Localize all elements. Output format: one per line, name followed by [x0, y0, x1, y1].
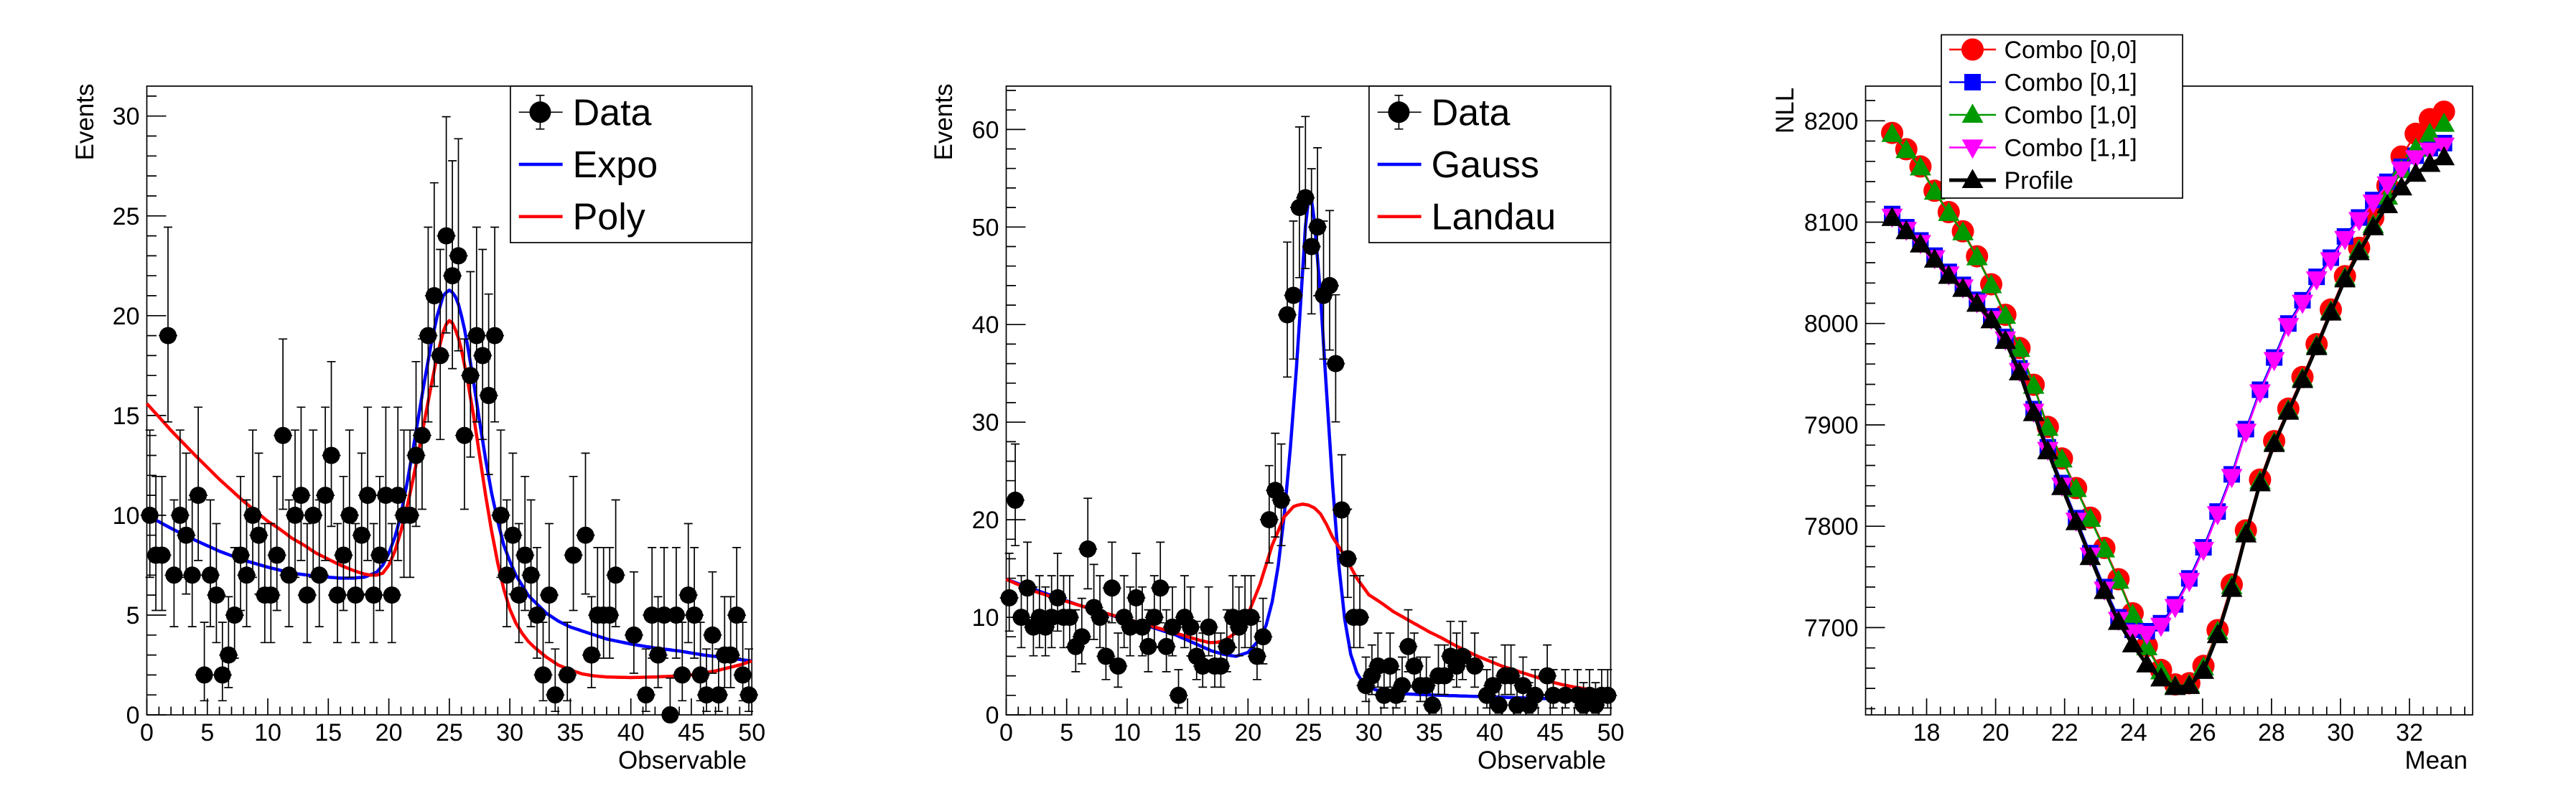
svg-text:Mean: Mean	[2404, 746, 2468, 774]
svg-text:50: 50	[1597, 719, 1625, 746]
svg-text:Events: Events	[71, 84, 99, 161]
svg-text:7900: 7900	[1804, 412, 1859, 439]
svg-text:30: 30	[496, 719, 523, 746]
svg-text:50: 50	[972, 214, 999, 241]
svg-text:18: 18	[1913, 719, 1941, 746]
svg-text:32: 32	[2396, 719, 2423, 746]
svg-text:30: 30	[1355, 719, 1383, 746]
svg-text:25: 25	[113, 203, 140, 230]
svg-text:Data: Data	[573, 92, 652, 134]
svg-text:0: 0	[126, 702, 140, 729]
svg-text:40: 40	[617, 719, 645, 746]
svg-text:15: 15	[1174, 719, 1201, 746]
svg-text:20: 20	[1982, 719, 2010, 746]
svg-text:8200: 8200	[1804, 108, 1859, 135]
svg-text:15: 15	[314, 719, 342, 746]
svg-text:Observable: Observable	[1478, 746, 1606, 774]
svg-text:10: 10	[1114, 719, 1141, 746]
svg-text:50: 50	[738, 719, 765, 746]
svg-text:Landau: Landau	[1432, 197, 1557, 238]
svg-text:5: 5	[1060, 719, 1073, 746]
svg-text:Gauss: Gauss	[1432, 144, 1539, 186]
svg-text:30: 30	[2327, 719, 2354, 746]
svg-text:20: 20	[375, 719, 403, 746]
svg-text:40: 40	[972, 312, 999, 339]
svg-text:Combo [0,0]: Combo [0,0]	[2005, 37, 2137, 64]
svg-text:60: 60	[972, 116, 999, 144]
svg-text:Poly: Poly	[573, 197, 645, 238]
svg-text:Expo: Expo	[573, 144, 658, 186]
svg-text:NLL: NLL	[1771, 88, 1799, 134]
svg-text:7800: 7800	[1804, 513, 1859, 540]
svg-text:25: 25	[1295, 719, 1322, 746]
svg-text:30: 30	[113, 103, 140, 131]
svg-text:5: 5	[126, 602, 140, 629]
svg-text:7700: 7700	[1804, 614, 1859, 642]
svg-text:10: 10	[254, 719, 281, 746]
svg-text:8000: 8000	[1804, 311, 1859, 338]
svg-text:Combo [0,1]: Combo [0,1]	[2005, 70, 2137, 97]
svg-text:28: 28	[2258, 719, 2285, 746]
svg-text:35: 35	[1416, 719, 1443, 746]
svg-text:0: 0	[999, 719, 1013, 746]
svg-text:Events: Events	[930, 84, 958, 161]
svg-text:25: 25	[436, 719, 463, 746]
svg-text:24: 24	[2120, 719, 2147, 746]
svg-text:Combo [1,1]: Combo [1,1]	[2005, 135, 2137, 162]
svg-text:26: 26	[2189, 719, 2216, 746]
svg-text:8100: 8100	[1804, 210, 1859, 237]
svg-text:10: 10	[113, 502, 140, 530]
svg-text:40: 40	[1476, 719, 1503, 746]
svg-text:20: 20	[113, 303, 140, 330]
svg-text:Data: Data	[1432, 92, 1511, 134]
svg-text:20: 20	[972, 507, 999, 534]
svg-text:Profile: Profile	[2005, 167, 2073, 195]
svg-text:22: 22	[2051, 719, 2078, 746]
svg-text:Combo [1,0]: Combo [1,0]	[2005, 102, 2137, 129]
svg-text:10: 10	[972, 604, 999, 632]
svg-text:Observable: Observable	[618, 746, 747, 774]
svg-text:15: 15	[113, 403, 140, 430]
svg-text:30: 30	[972, 409, 999, 436]
svg-text:35: 35	[556, 719, 584, 746]
svg-text:5: 5	[200, 719, 214, 746]
svg-text:0: 0	[986, 702, 999, 729]
svg-text:0: 0	[140, 719, 154, 746]
svg-text:45: 45	[678, 719, 705, 746]
svg-text:45: 45	[1536, 719, 1564, 746]
svg-text:20: 20	[1234, 719, 1261, 746]
